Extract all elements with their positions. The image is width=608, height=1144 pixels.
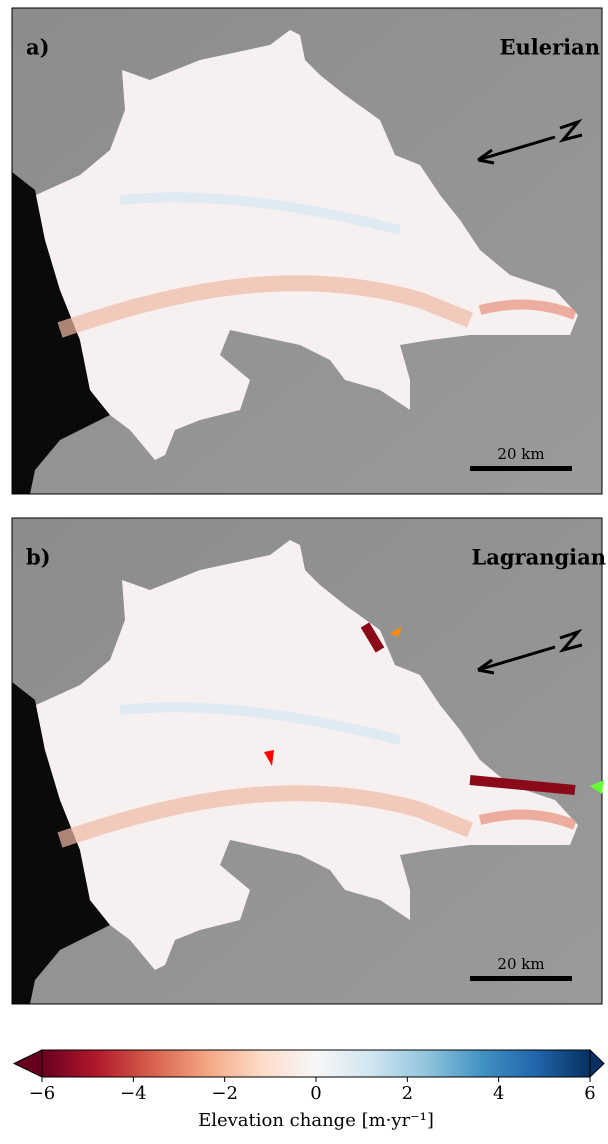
marker xyxy=(590,780,604,794)
marker xyxy=(390,627,402,637)
tick-label: −6 xyxy=(29,1083,56,1104)
colorbar-label: Elevation change [m·yr⁻¹] xyxy=(198,1110,434,1131)
colorbar: −6 −4 −2 0 2 4 6 Elevation change [m·yr⁻¹] xyxy=(12,1048,605,1131)
panel-a: a) Eulerian 20 km xyxy=(12,8,602,494)
scale-bar-label: 20 km xyxy=(497,445,544,463)
extend-high xyxy=(589,1048,605,1079)
tick-label: 6 xyxy=(584,1083,595,1104)
extend-low xyxy=(12,1049,43,1078)
panel-label: a) xyxy=(26,35,50,60)
marker xyxy=(264,750,274,766)
tick-label: 4 xyxy=(493,1083,504,1104)
panel-title: Eulerian xyxy=(499,35,600,60)
tick-label: 2 xyxy=(402,1083,413,1104)
tick-label: −4 xyxy=(120,1083,147,1104)
strong-change xyxy=(360,622,576,795)
panel-title: Lagrangian xyxy=(471,545,606,570)
scale-bar-label: 20 km xyxy=(497,955,544,973)
map xyxy=(12,8,602,494)
map xyxy=(12,518,602,1004)
panel-b: b) Lagrangian 20 km xyxy=(12,518,606,1004)
colorbar-fill xyxy=(41,1049,591,1078)
panel-label: b) xyxy=(26,545,51,570)
tick-label: −2 xyxy=(211,1083,238,1104)
tick-label: 0 xyxy=(310,1083,321,1104)
